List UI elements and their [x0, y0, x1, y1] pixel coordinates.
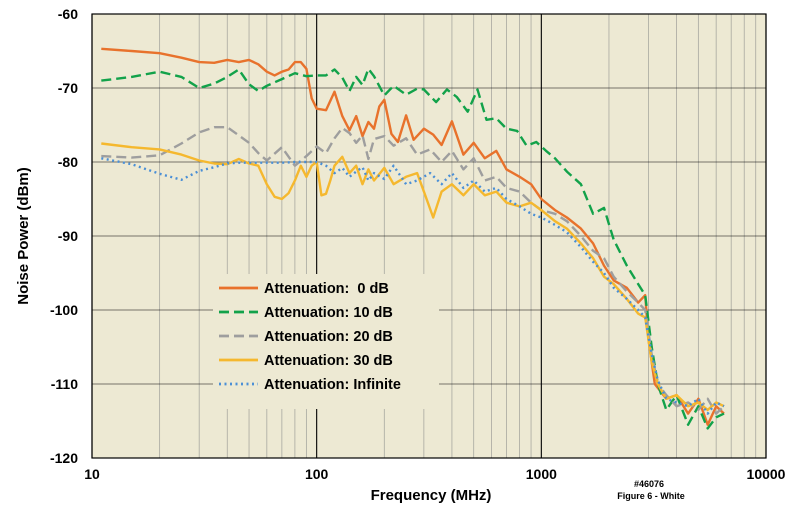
y-axis-title: Noise Power (dBm) — [15, 167, 32, 305]
legend-label: Attenuation: 0 dB — [264, 281, 389, 297]
y-tick-label: -110 — [51, 376, 78, 392]
y-tick-label: -120 — [50, 450, 78, 466]
y-tick-label: -80 — [58, 154, 78, 170]
plot-border — [91, 13, 767, 459]
x-axis-title: Frequency (MHz) — [371, 487, 492, 504]
y-tick-label: -90 — [58, 228, 78, 244]
x-tick-label: 100 — [305, 466, 329, 482]
legend-label: Attenuation: 10 dB — [264, 305, 393, 321]
x-tick-label: 1000 — [526, 466, 557, 482]
y-tick-label: -70 — [58, 80, 78, 96]
series-line-1 — [101, 67, 725, 430]
figure-caption-note: Figure 6 - White — [617, 491, 685, 501]
y-tick-label: -100 — [50, 302, 78, 318]
series-layer — [101, 47, 725, 430]
legend-label: Attenuation: 20 dB — [264, 329, 393, 345]
x-tick-labels: 10 100 1000 10000 — [84, 466, 785, 482]
x-tick-label: 10 — [84, 466, 100, 482]
series-line-3 — [101, 142, 725, 412]
series-line-4 — [101, 157, 725, 415]
series-line-2 — [101, 126, 725, 415]
legend-box — [213, 274, 439, 409]
legend-label: Attenuation: Infinite — [264, 377, 401, 393]
x-tick-label: 10000 — [747, 466, 786, 482]
figure-id-note: #46076 — [634, 479, 664, 489]
y-tick-labels: -60 -70 -80 -90 -100 -110 -120 — [50, 6, 78, 466]
legend-label: Attenuation: 30 dB — [264, 353, 393, 369]
legend: Attenuation: 0 dB Attenuation: 10 dB Atten… — [213, 274, 439, 409]
y-tick-label: -60 — [58, 6, 78, 22]
